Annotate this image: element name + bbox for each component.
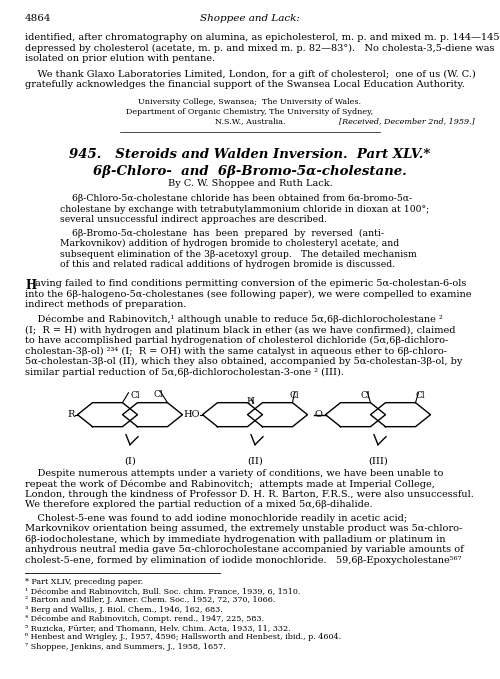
Text: London, through the kindness of Professor D. H. R. Barton, F.R.S., were also uns: London, through the kindness of Professo… — [25, 490, 474, 498]
Text: several unsuccessful indirect approaches are described.: several unsuccessful indirect approaches… — [60, 215, 327, 224]
Text: Cl: Cl — [154, 390, 164, 399]
Text: O: O — [314, 410, 322, 419]
Text: Shoppee and Lack:: Shoppee and Lack: — [200, 14, 300, 23]
Text: cholest-5-ene, formed by elimination of iodide monochloride.   59,6β-Epoxycholes: cholest-5-ene, formed by elimination of … — [25, 556, 462, 565]
Text: Cl: Cl — [130, 390, 140, 400]
Text: isolated on prior elution with pentane.: isolated on prior elution with pentane. — [25, 54, 215, 63]
Text: 6β-Chloro-5α-cholestane chloride has been obtained from 6α-bromo-5α-: 6β-Chloro-5α-cholestane chloride has bee… — [60, 194, 412, 203]
Text: subsequent elimination of the 3β-acetoxyl group.   The detailed mechanism: subsequent elimination of the 3β-acetoxy… — [60, 250, 417, 259]
Text: (I): (I) — [124, 456, 136, 465]
Text: H: H — [246, 397, 254, 405]
Text: N.S.W., Australia.: N.S.W., Australia. — [215, 117, 285, 126]
Text: similar partial reduction of 5α,6β-dichlorocholestan-3-one ² (III).: similar partial reduction of 5α,6β-dichl… — [25, 367, 344, 377]
Text: Décombe and Rabinovitch,¹ although unable to reduce 5α,6β-dichlorocholestane ²: Décombe and Rabinovitch,¹ although unabl… — [25, 315, 443, 325]
Text: We therefore explored the partial reduction of a mixed 5α,6β-dihalide.: We therefore explored the partial reduct… — [25, 500, 373, 509]
Text: Cl: Cl — [416, 390, 426, 400]
Text: ³ Berg and Wallis, J. Biol. Chem., 1946, 162, 683.: ³ Berg and Wallis, J. Biol. Chem., 1946,… — [25, 606, 223, 614]
Text: Markovnikov) addition of hydrogen bromide to cholesteryl acetate, and: Markovnikov) addition of hydrogen bromid… — [60, 239, 399, 249]
Text: aving failed to find conditions permitting conversion of the epimeric 5α-cholest: aving failed to find conditions permitti… — [35, 279, 466, 288]
Text: depressed by cholesterol (acetate, m. p. and mixed m. p. 82—83°).   No cholesta-: depressed by cholesterol (acetate, m. p.… — [25, 43, 494, 52]
Text: Cl: Cl — [290, 390, 300, 400]
Text: (III): (III) — [368, 456, 388, 465]
Text: 6β-Chloro-  and  6β-Bromo-5α-cholestane.: 6β-Chloro- and 6β-Bromo-5α-cholestane. — [93, 165, 407, 178]
Text: ⁴ Décombe and Rabinovitch, Compt. rend., 1947, 225, 583.: ⁴ Décombe and Rabinovitch, Compt. rend.,… — [25, 615, 264, 623]
Text: ⁶ Henbest and Wrigley, J., 1957, 4596; Hallsworth and Henbest, ibid., p. 4604.: ⁶ Henbest and Wrigley, J., 1957, 4596; H… — [25, 634, 341, 642]
Text: gratefully acknowledges the financial support of the Swansea Local Education Aut: gratefully acknowledges the financial su… — [25, 80, 465, 89]
Text: identified, after chromatography on alumina, as epicholesterol, m. p. and mixed : identified, after chromatography on alum… — [25, 33, 500, 42]
Text: indirect methods of preparation.: indirect methods of preparation. — [25, 300, 186, 309]
Text: Cholest-5-ene was found to add iodine monochloride readily in acetic acid;: Cholest-5-ene was found to add iodine mo… — [25, 514, 407, 523]
Text: ⁵ Ruzicka, Fürter, and Thomann, Helv. Chim. Acta, 1933, 11, 332.: ⁵ Ruzicka, Fürter, and Thomann, Helv. Ch… — [25, 624, 290, 632]
Text: Department of Organic Chemistry, The University of Sydney,: Department of Organic Chemistry, The Uni… — [126, 108, 374, 115]
Text: By C. W. Shoppee and Ruth Lack.: By C. W. Shoppee and Ruth Lack. — [168, 179, 332, 189]
Text: 6β-Bromo-5α-cholestane  has  been  prepared  by  reversed  (anti-: 6β-Bromo-5α-cholestane has been prepared… — [60, 229, 384, 238]
Text: of this and related radical additions of hydrogen bromide is discussed.: of this and related radical additions of… — [60, 260, 395, 270]
Text: 6β-iodocholestane, which by immediate hydrogenation with palladium or platinum i: 6β-iodocholestane, which by immediate hy… — [25, 535, 446, 544]
Text: [Received, December 2nd, 1959.]: [Received, December 2nd, 1959.] — [339, 117, 475, 126]
Text: ¹ Décombe and Rabinovitch, Bull. Soc. chim. France, 1939, 6, 1510.: ¹ Décombe and Rabinovitch, Bull. Soc. ch… — [25, 587, 300, 595]
Text: We thank Glaxo Laboratories Limited, London, for a gift of cholesterol;  one of : We thank Glaxo Laboratories Limited, Lon… — [25, 70, 476, 79]
Text: into the 6β-halogeno-5α-cholestanes (see following paper), we were compelled to : into the 6β-halogeno-5α-cholestanes (see… — [25, 290, 471, 299]
Text: * Part XLIV, preceding paper.: * Part XLIV, preceding paper. — [25, 578, 143, 586]
Text: R: R — [67, 410, 74, 419]
Text: H: H — [25, 279, 36, 292]
Text: to have accomplished partial hydrogenation of cholesterol dichloride (5α,6β-dich: to have accomplished partial hydrogenati… — [25, 336, 448, 345]
Text: University College, Swansea;  The University of Wales.: University College, Swansea; The Univers… — [138, 98, 362, 106]
Text: Cl: Cl — [360, 390, 370, 400]
Text: ² Barton and Miller, J. Amer. Chem. Soc., 1952, 72, 370, 1066.: ² Barton and Miller, J. Amer. Chem. Soc.… — [25, 596, 276, 604]
Text: 945.   Steroids and Walden Inversion.  Part XLV.*: 945. Steroids and Walden Inversion. Part… — [70, 148, 430, 161]
Text: anhydrous neutral media gave 5α-chlorocholestane accompanied by variable amounts: anhydrous neutral media gave 5α-chloroch… — [25, 545, 464, 554]
Text: Despite numerous attempts under a variety of conditions, we have been unable to: Despite numerous attempts under a variet… — [25, 469, 444, 478]
Text: 5α-cholestan-3β-ol (II), which they also obtained, accompanied by 5α-cholestan-3: 5α-cholestan-3β-ol (II), which they also… — [25, 357, 462, 366]
Text: HO: HO — [183, 410, 200, 419]
Text: ⁷ Shoppee, Jenkins, and Summers, J., 1958, 1657.: ⁷ Shoppee, Jenkins, and Summers, J., 195… — [25, 642, 226, 650]
Text: Markovnikov orientation being assumed, the extremely unstable product was 5α-chl: Markovnikov orientation being assumed, t… — [25, 524, 462, 533]
Text: cholestan-3β-ol) ²³⁴ (I;  R = OH) with the same catalyst in aqueous ether to 6β-: cholestan-3β-ol) ²³⁴ (I; R = OH) with th… — [25, 346, 447, 356]
Text: repeat the work of Décombe and Rabinovitch;  attempts made at Imperial College,: repeat the work of Décombe and Rabinovit… — [25, 479, 435, 489]
Text: (I;  R = H) with hydrogen and platinum black in ether (as we have confirmed), cl: (I; R = H) with hydrogen and platinum bl… — [25, 325, 456, 335]
Text: (II): (II) — [247, 456, 263, 465]
Text: 4864: 4864 — [25, 14, 52, 23]
Text: cholestane by exchange with tetrabutylammonium chloride in dioxan at 100°;: cholestane by exchange with tetrabutylam… — [60, 204, 429, 214]
